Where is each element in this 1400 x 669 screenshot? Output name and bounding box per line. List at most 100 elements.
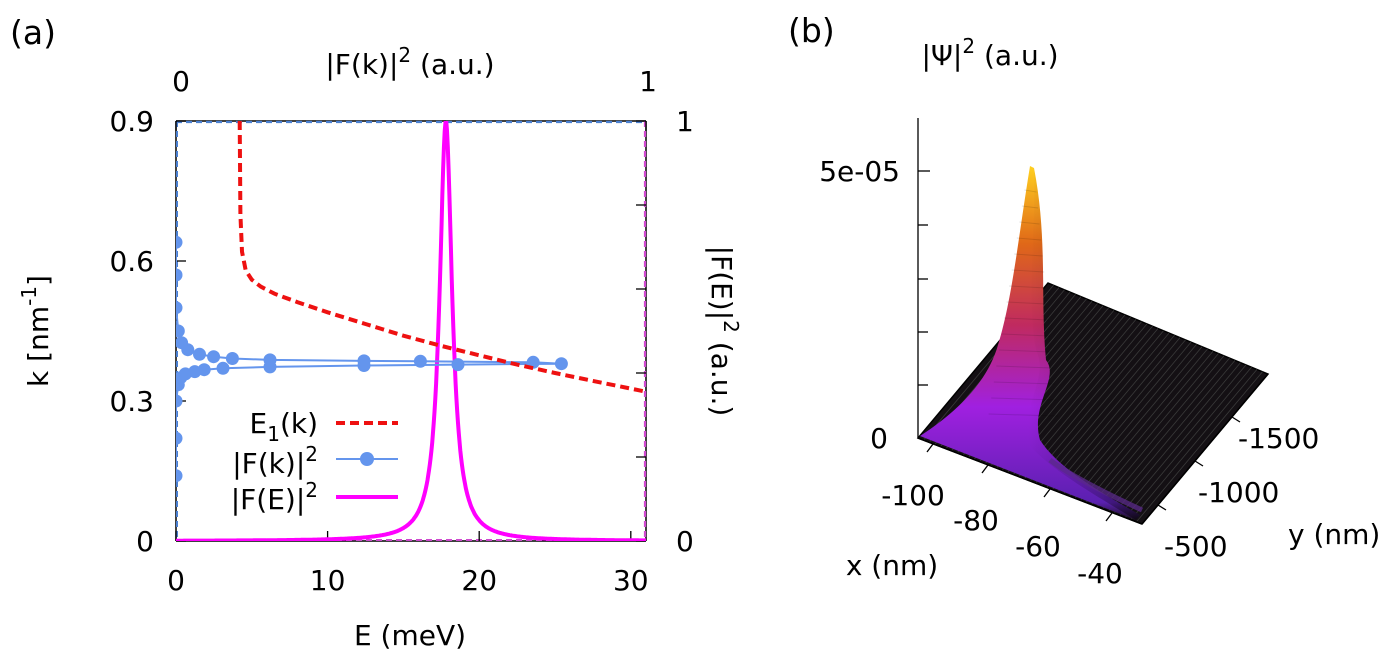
y-tick-mark-2 — [1194, 460, 1204, 467]
panel-a: (a) 0 10 20 30 0 — [10, 13, 743, 652]
surface-contour-line — [998, 349, 1052, 353]
surface-grid-line — [1113, 362, 1241, 514]
x2label-main: |F(k)| — [325, 48, 398, 81]
ytick-label-0.6: 0.6 — [109, 245, 154, 278]
y2label: |F(E)|2 (a.u.) — [705, 246, 743, 417]
series-fk-point — [263, 353, 277, 367]
x-tick-mark-1 — [926, 443, 934, 453]
surface-contour-line — [1016, 237, 1042, 241]
legend-fk-sup: 2 — [305, 442, 318, 466]
series-fk-point — [176, 268, 183, 282]
surface-contour-line — [1001, 333, 1051, 337]
series-fk-point — [207, 350, 221, 364]
surface-title-sup: 2 — [962, 34, 975, 58]
surface-grid-line — [1035, 330, 1164, 484]
y2tick-label-0: 0 — [676, 525, 694, 558]
y-tick-mark-1 — [1157, 504, 1167, 511]
surface-contour-line — [1024, 189, 1037, 193]
series-fk-point — [193, 347, 206, 361]
ytick-0: 0 — [136, 525, 186, 558]
x-tick-mark-2 — [981, 464, 989, 474]
y-tick-label-1: -500 — [1164, 530, 1228, 563]
legend-fk-main: |F(k)| — [232, 447, 305, 480]
x-tick-label-3: -60 — [1015, 530, 1061, 563]
x-tick-label-4: -40 — [1077, 557, 1123, 590]
surface-contour-line — [1019, 221, 1040, 225]
xlabel: E (meV) — [354, 619, 466, 652]
ylabel: k [nm-1] — [17, 275, 55, 387]
series-fk-point — [176, 431, 183, 445]
panel-a-label: (a) — [10, 13, 56, 52]
ylabel-sup: -1 — [17, 286, 41, 306]
y2label-sup: 2 — [719, 320, 743, 333]
x2label: |F(k)|2 (a.u.) — [325, 43, 494, 81]
surface-grid-line — [1068, 344, 1197, 497]
ylabel-tail: ] — [22, 275, 55, 286]
surface-grid-line — [1046, 335, 1175, 488]
x-tick-mark-4 — [1105, 512, 1113, 522]
y2label-main: |F(E)| — [705, 246, 738, 321]
x2tick-1: 1 — [639, 65, 657, 131]
surface-grid-line — [1057, 339, 1186, 493]
z-tick-label-zero: 0 — [870, 422, 888, 455]
series-fk-point — [176, 336, 189, 350]
series-fk-point — [451, 358, 465, 372]
x-tick-mark-3 — [1043, 488, 1051, 498]
surface-contour-line — [1006, 301, 1048, 305]
ytick-0.6: 0.6 — [109, 245, 186, 278]
xtick-20: 20 — [461, 531, 497, 597]
y-axis-label: y (nm) — [1288, 518, 1380, 551]
z-tick-label-top: 5e-05 — [819, 155, 900, 188]
series-fe-line — [176, 121, 646, 541]
y-tick-mark-3 — [1231, 416, 1241, 423]
surface-grid-line — [1102, 357, 1230, 510]
surface-contour-line — [991, 397, 1057, 401]
surface-title-main: |Ψ| — [921, 39, 962, 72]
ytick-label-0: 0 — [136, 525, 154, 558]
surface-grid-line — [1091, 353, 1219, 505]
series-e1-line — [237, 121, 646, 394]
surface-grid-line — [1040, 332, 1170, 486]
surface-grid-line — [1136, 371, 1263, 523]
series-fk-point — [176, 324, 185, 338]
surface-contour-line — [1021, 205, 1039, 209]
x2tick-label-0: 0 — [172, 65, 190, 98]
series-fk-point — [413, 354, 427, 368]
x2tick-label-1: 1 — [639, 65, 657, 98]
y2tick-label-1: 1 — [676, 105, 694, 138]
x-tick-label-1: -100 — [881, 479, 945, 512]
ytick-0.3: 0.3 — [109, 385, 186, 418]
x2label-sup: 2 — [398, 43, 411, 67]
surface-grid-line — [1063, 341, 1192, 495]
legend-fe-main: |F(E)| — [231, 483, 306, 516]
series-fk-point — [176, 394, 183, 408]
y-tick-label-3: -1500 — [1238, 422, 1319, 455]
series-fk-point — [225, 352, 239, 365]
surface-grid-line — [1108, 360, 1236, 512]
legend-e1-tail: (k) — [280, 407, 318, 440]
surface-grid-line — [1080, 348, 1208, 501]
xtick-label-10: 10 — [310, 564, 346, 597]
surface-grid-line — [1130, 369, 1258, 520]
x-tick-label-2: -80 — [953, 504, 999, 537]
legend-marker-fk — [360, 452, 374, 466]
legend-label-fe: |F(E)|2 — [231, 478, 318, 516]
legend-e1-main: E — [250, 407, 268, 440]
ylabel-main: k [nm — [22, 306, 55, 387]
y-axis-3d — [1141, 373, 1269, 525]
ytick-label-0.3: 0.3 — [109, 385, 154, 418]
surface-grid-line — [1119, 364, 1247, 516]
surface-contour-line — [988, 413, 1059, 417]
surface-grid-line — [1096, 355, 1225, 508]
xtick-label-0: 0 — [167, 564, 185, 597]
surface-mesh-lines — [988, 189, 1059, 417]
legend-fe-sup: 2 — [305, 478, 318, 502]
y-tick-label-2: -1000 — [1198, 476, 1279, 509]
ytick-label-0.9: 0.9 — [109, 105, 154, 138]
surface-grid-line — [1124, 366, 1252, 518]
surface-contour-line — [993, 381, 1055, 385]
series-fk-point — [176, 301, 183, 315]
surface-contour-line — [996, 365, 1054, 369]
plot-area — [176, 121, 646, 541]
xtick-10: 10 — [310, 531, 346, 597]
